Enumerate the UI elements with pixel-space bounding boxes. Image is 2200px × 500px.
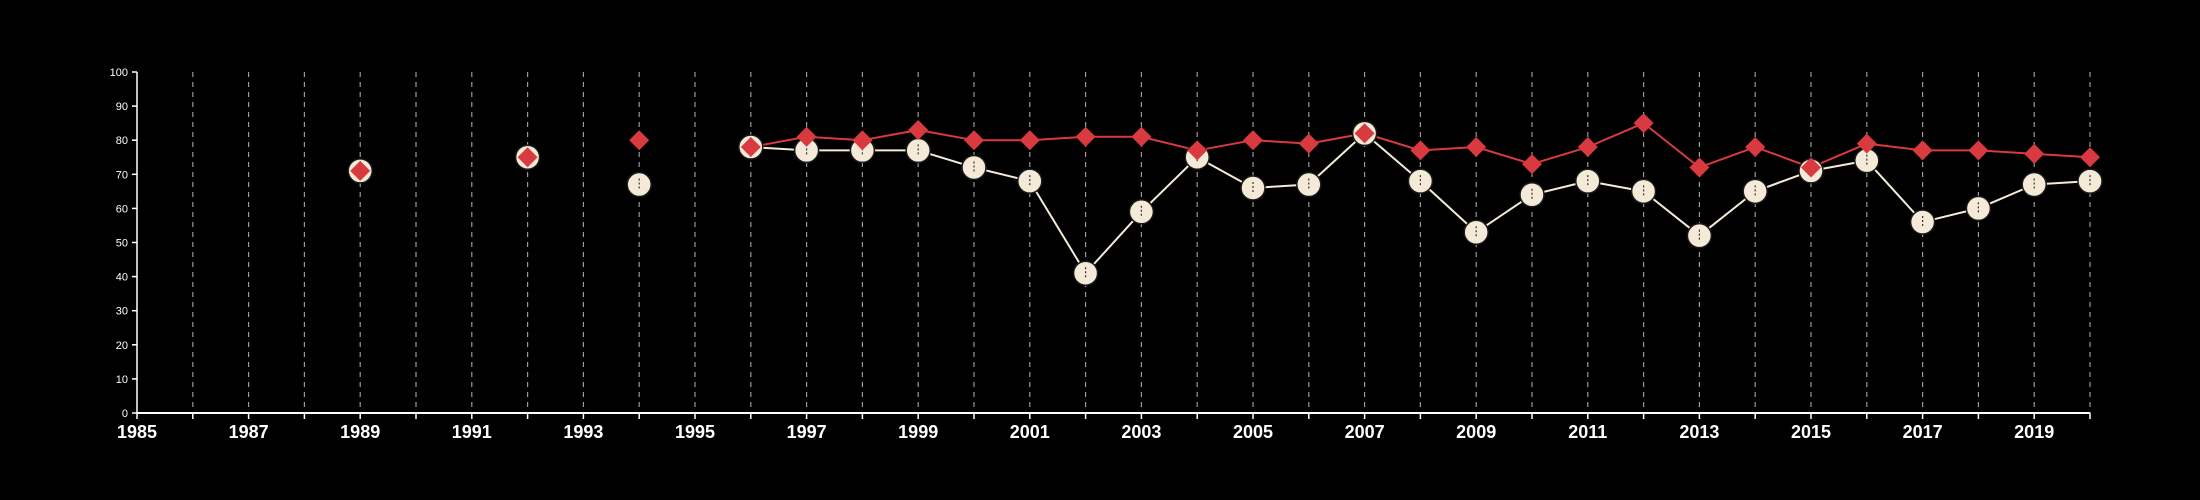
x-tick-label: 2011	[1568, 422, 1607, 442]
diamond-point	[1577, 137, 1598, 158]
diamond-point	[1745, 137, 1766, 158]
red-series-line	[1642, 122, 1701, 169]
diamond-point	[1075, 126, 1096, 147]
diamond-point	[1968, 140, 1989, 161]
y-tick-label: 50	[116, 238, 128, 250]
x-tick-label: 2019	[2014, 422, 2054, 442]
x-tick-label: 2013	[1679, 422, 1719, 442]
y-tick-label: 70	[116, 169, 128, 181]
red-series-line	[1866, 142, 1923, 152]
x-tick-label: 1993	[563, 422, 603, 442]
x-tick-label: 2007	[1345, 422, 1385, 442]
x-tick-label: 2017	[1903, 422, 1943, 442]
white-series-line	[1084, 211, 1143, 274]
diamond-point	[1298, 133, 1319, 154]
diamond-point	[852, 130, 873, 151]
red-series-line	[1141, 135, 1198, 152]
x-tick-label: 1997	[787, 422, 827, 442]
diamond-point	[1522, 154, 1542, 175]
red-series-line	[1699, 146, 1756, 169]
y-tick-label: 30	[116, 306, 128, 318]
diamond-point	[964, 130, 984, 151]
axes: 0 10 20 30 40 50 60 70 80 90 100 1985 1987 1989 1991 19…	[110, 67, 2091, 442]
diamond-point	[1689, 157, 1710, 178]
x-tick-label: 1999	[898, 422, 938, 442]
grid-lines	[192, 72, 2091, 413]
diamond-point	[740, 137, 761, 158]
diamond-point	[1243, 130, 1263, 151]
diamond-point	[1801, 157, 1821, 178]
diamond-point	[1856, 133, 1877, 154]
diamond-point	[1354, 123, 1375, 144]
diamond-point	[1466, 137, 1487, 158]
white-series-line	[1866, 159, 1924, 223]
red-series-line	[1531, 146, 1589, 166]
diamond-point	[908, 119, 929, 140]
white-series-line	[1028, 180, 1087, 274]
red-series-line	[862, 128, 919, 142]
diamond-point	[629, 130, 650, 151]
x-tick-label: 1985	[117, 422, 157, 442]
diamond-point	[517, 147, 538, 168]
data-series	[347, 113, 2103, 286]
x-tick-label: 2009	[1456, 422, 1496, 442]
diamond-point	[350, 160, 371, 181]
x-tick-label: 2001	[1010, 422, 1050, 442]
white-series-line	[1140, 156, 1198, 213]
x-tick-label: 1987	[229, 422, 269, 442]
red-series-line	[1587, 122, 1644, 148]
diamond-point	[1633, 113, 1654, 134]
y-tick-label: 0	[122, 408, 128, 420]
x-tick-label: 2005	[1233, 422, 1273, 442]
y-tick-label: 100	[110, 67, 128, 79]
diamond-point	[796, 126, 817, 147]
diamond-point	[2024, 143, 2045, 164]
y-tick-label: 10	[116, 374, 128, 386]
diamond-point	[1410, 140, 1431, 161]
y-tick-label: 20	[116, 340, 128, 352]
y-tick-label: 40	[116, 272, 128, 284]
x-tick-label: 1991	[452, 422, 492, 442]
x-tick-label: 2003	[1121, 422, 1161, 442]
diamond-point	[2080, 147, 2100, 168]
x-tick-label: 1995	[675, 422, 715, 442]
x-tick-label: 2015	[1791, 422, 1831, 442]
red-series-line	[1475, 146, 1533, 166]
red-series-line	[918, 128, 975, 142]
x-tick-label: 1989	[340, 422, 380, 442]
diamond-point	[1019, 130, 1040, 151]
diamond-point	[1131, 126, 1152, 147]
y-tick-label: 90	[116, 101, 128, 113]
y-tick-label: 80	[116, 135, 128, 147]
diamond-point	[1912, 140, 1933, 161]
y-tick-label: 60	[116, 203, 128, 215]
diamond-point	[1187, 140, 1208, 161]
